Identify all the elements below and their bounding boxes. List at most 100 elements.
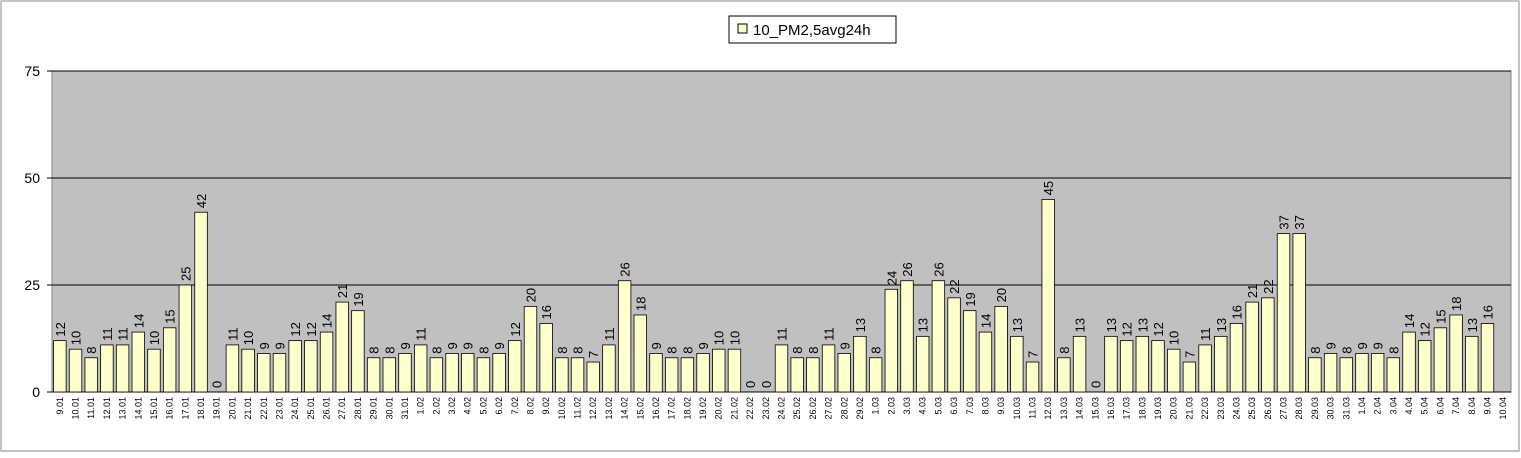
data-label: 7 [1182, 351, 1197, 358]
data-label: 9 [696, 342, 711, 349]
x-tick-label: 5.03 [933, 397, 943, 415]
x-tick-label: 14.02 [620, 397, 630, 420]
bar [1057, 357, 1071, 393]
data-label: 21 [1245, 284, 1260, 298]
data-label: 14 [131, 314, 146, 328]
data-label: 10 [1167, 331, 1182, 345]
x-tick-label: 5.02 [478, 397, 488, 415]
x-tick-label: 17.01 [180, 397, 190, 420]
bar [884, 288, 898, 393]
bar [900, 280, 914, 393]
x-tick-label: 22.01 [259, 397, 269, 420]
x-tick-label: 28.03 [1294, 397, 1304, 420]
data-label: 10 [147, 331, 162, 345]
data-label: 21 [335, 284, 350, 298]
x-tick-label: 6.03 [949, 397, 959, 415]
bar [586, 361, 600, 393]
x-tick-label: 4.02 [463, 397, 473, 415]
data-label: 8 [665, 347, 680, 354]
bar [162, 327, 177, 393]
data-label: 8 [806, 347, 821, 354]
bar [994, 305, 1008, 393]
x-tick-label: 1.02 [416, 397, 426, 415]
x-tick-label: 29.01 [369, 397, 379, 420]
data-label: 8 [1386, 347, 1401, 354]
data-label: 37 [1292, 215, 1307, 229]
bar [1386, 357, 1401, 393]
bar [398, 353, 412, 393]
x-tick-label: 18.02 [682, 397, 692, 420]
bar [1370, 353, 1385, 393]
data-label: 11 [414, 327, 429, 341]
x-tick-label: 13.02 [604, 397, 614, 420]
bar [1402, 331, 1416, 393]
bar [1025, 361, 1040, 393]
bar [978, 331, 993, 393]
data-label: 8 [1308, 347, 1323, 354]
data-label: 26 [618, 262, 633, 276]
x-tick-label: 9.03 [996, 397, 1006, 415]
data-label: 10 [241, 331, 256, 345]
data-label: 9 [272, 342, 287, 349]
data-label: 9 [461, 342, 476, 349]
bar [1119, 340, 1134, 393]
bar [382, 357, 396, 393]
data-label: 0 [1088, 381, 1103, 388]
bar [602, 344, 616, 393]
x-tick-label: 13.03 [1059, 397, 1069, 420]
x-tick-label: 7.04 [1451, 397, 1461, 415]
data-label: 8 [555, 347, 570, 354]
x-tick-label: 16.02 [651, 397, 661, 420]
x-tick-label: 19.01 [212, 397, 222, 420]
x-tick-label: 26.01 [322, 397, 332, 420]
bar [1072, 335, 1087, 393]
x-tick-label: 20.03 [1169, 397, 1179, 420]
bar [821, 344, 836, 393]
bar [539, 323, 553, 393]
x-tick-label: 24.01 [290, 397, 300, 420]
bar [1010, 335, 1024, 393]
bar [461, 353, 475, 393]
x-tick-label: 23.03 [1216, 397, 1226, 420]
data-label: 42 [194, 194, 209, 208]
x-tick-label: 23.01 [274, 397, 284, 420]
bar [1104, 335, 1118, 393]
x-tick-label: 4.04 [1404, 397, 1414, 415]
x-tick-label: 13.01 [118, 397, 128, 420]
bar [649, 353, 663, 393]
x-tick-label: 20.02 [714, 397, 724, 420]
x-tick-label: 27.01 [337, 397, 347, 420]
data-label: 24 [884, 271, 899, 285]
bar [1182, 361, 1197, 393]
x-tick-label: 17.02 [667, 397, 677, 420]
data-label: 12 [288, 322, 303, 336]
bar [696, 353, 710, 393]
x-tick-label: 3.04 [1388, 397, 1398, 415]
x-tick-label: 4.03 [918, 397, 928, 415]
bar [476, 357, 491, 393]
data-label: 12 [508, 322, 523, 336]
x-tick-label: 15.01 [149, 397, 159, 420]
data-label: 13 [1010, 318, 1025, 332]
x-tick-label: 8.04 [1467, 397, 1477, 415]
x-tick-label: 11.02 [573, 397, 583, 419]
bar [1276, 233, 1291, 393]
data-label: 9 [445, 342, 460, 349]
x-tick-label: 21.03 [1184, 397, 1194, 420]
bar [947, 297, 961, 393]
bar [712, 348, 726, 393]
x-tick-label: 28.01 [353, 397, 363, 420]
x-tick-label: 2.04 [1373, 397, 1383, 415]
data-label: 8 [869, 347, 884, 354]
x-tick-label: 16.01 [165, 397, 175, 420]
bar [570, 357, 585, 393]
x-tick-label: 17.03 [1122, 397, 1132, 420]
legend-box [728, 15, 897, 44]
bar [806, 357, 820, 393]
data-label: 20 [523, 288, 538, 302]
x-tick-label: 1.04 [1357, 397, 1367, 415]
data-label: 9 [649, 342, 664, 349]
bar [351, 310, 365, 393]
bar [680, 357, 695, 393]
